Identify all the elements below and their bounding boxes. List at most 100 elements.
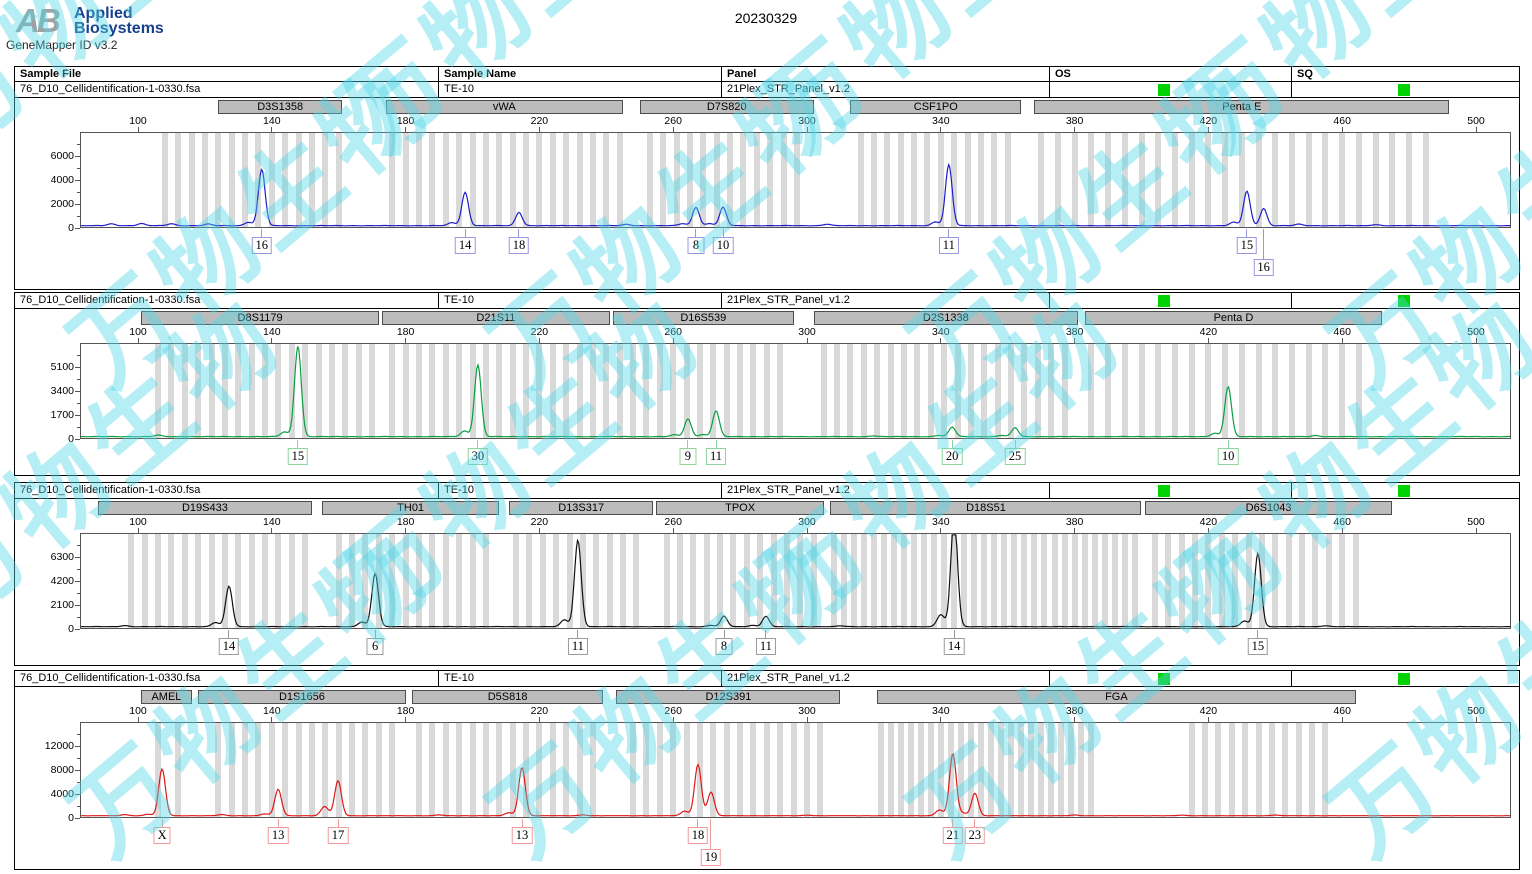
bin-bar	[730, 534, 737, 628]
sample-file-value: 76_D10_Cellidentification-1-0330.fsa	[20, 294, 201, 306]
column-header-sample-name: Sample Name	[438, 67, 721, 81]
bin-bar	[329, 344, 335, 438]
bin-bar	[921, 534, 928, 628]
bin-bar	[208, 344, 215, 438]
bin-bar	[215, 133, 222, 227]
marker-box-D2S1338: D2S1338	[813, 311, 1078, 325]
allele-connector	[710, 819, 712, 849]
bin-bar	[549, 344, 556, 438]
x-tick-label: 260	[664, 516, 682, 528]
bin-bar	[1061, 534, 1068, 628]
bin-bar	[927, 723, 934, 817]
bin-bar	[763, 723, 770, 817]
bin-bar	[295, 133, 302, 227]
sample-file-value: 76_D10_Cellidentification-1-0330.fsa	[20, 672, 201, 684]
allele-label-11: 11	[755, 638, 776, 655]
trace-green	[81, 346, 1510, 438]
bin-bar	[1245, 534, 1252, 628]
bin-bar	[429, 723, 436, 817]
bin-bar	[579, 534, 586, 628]
bin-bar	[1171, 344, 1178, 438]
bin-bar	[630, 344, 637, 438]
sample-name-value: TE-10	[438, 82, 721, 97]
x-tick-label: 300	[798, 115, 816, 127]
bin-bar	[991, 133, 998, 227]
bin-bar	[362, 723, 369, 817]
bin-bar	[128, 534, 135, 628]
bin-bar	[221, 344, 228, 438]
bin-bar	[1205, 534, 1212, 628]
bin-bar	[442, 723, 449, 817]
bin-bar	[268, 133, 275, 227]
y-tick-major	[75, 605, 80, 606]
bin-bar	[737, 723, 744, 817]
y-tick-label: 5100	[50, 361, 74, 373]
bin-bar	[496, 723, 503, 817]
bin-bar	[302, 344, 309, 438]
bin-bar	[1078, 723, 1085, 817]
panel-blue: Sample File Sample Name Panel OS SQ 76_D10_Ce…	[14, 66, 1520, 290]
bin-bar	[1389, 133, 1396, 227]
y-tick-minor	[77, 144, 80, 145]
bin-bar	[1272, 133, 1279, 227]
bin-bar	[860, 534, 867, 628]
y-tick-minor	[77, 806, 80, 807]
y-tick-major	[75, 629, 80, 630]
bin-bar	[1238, 344, 1245, 438]
bin-bar	[308, 133, 315, 227]
bin-bar	[496, 133, 503, 227]
bin-bar	[526, 534, 533, 628]
os-cell	[1049, 293, 1291, 308]
marker-box-D5S818: D5S818	[412, 690, 603, 704]
allele-connector	[953, 630, 955, 638]
os-cell	[1049, 483, 1291, 498]
bin-bar	[834, 344, 841, 438]
x-tick-label: 140	[263, 115, 281, 127]
x-tick-label: 180	[396, 115, 415, 127]
allele-connector	[695, 229, 697, 237]
bin-bar	[456, 133, 463, 227]
marker-box-D12S391: D12S391	[616, 690, 841, 704]
x-tick-label: 220	[530, 705, 549, 717]
y-tick-minor	[77, 758, 80, 759]
x-tick-label: 180	[396, 326, 415, 338]
y-tick-label: 0	[68, 623, 74, 635]
sq-status-square	[1398, 295, 1410, 307]
bin-bar	[911, 133, 918, 227]
sq-status-square	[1398, 673, 1410, 685]
bin-bar	[141, 534, 148, 628]
bin-bar	[469, 534, 476, 628]
column-header-os: OS	[1049, 67, 1291, 81]
bin-bar	[656, 344, 663, 438]
bin-bar	[937, 723, 944, 817]
os-status-square	[1158, 673, 1170, 685]
bin-bar	[616, 344, 623, 438]
bin-bar	[1001, 534, 1008, 628]
bin-bar	[1038, 133, 1045, 227]
y-tick-major	[75, 818, 80, 819]
bin-bar	[1202, 723, 1209, 817]
bin-bar	[1121, 133, 1128, 227]
bin-bar	[315, 344, 322, 438]
y-tick-label: 1700	[50, 409, 74, 421]
y-tick-minor	[77, 216, 80, 217]
bin-bar	[1325, 534, 1332, 628]
bin-bar	[1242, 723, 1249, 817]
bin-bar	[523, 344, 530, 438]
bin-bar	[1372, 133, 1379, 227]
panel-green: 76_D10_Cellidentification-1-0330.fsa TE-1…	[14, 292, 1520, 476]
y-tick-label: 8000	[50, 764, 74, 776]
bin-bar	[155, 534, 162, 628]
bin-bar	[1238, 133, 1245, 227]
x-tick-label: 340	[932, 705, 950, 717]
allele-label-11: 11	[705, 448, 727, 465]
bin-bar	[1051, 534, 1058, 628]
y-tick-minor	[77, 569, 80, 570]
bin-bar	[1312, 534, 1319, 628]
bin-bar	[255, 723, 262, 817]
sq-status-square	[1398, 485, 1410, 497]
marker-box-CSF1PO: CSF1PO	[850, 100, 1022, 114]
sq-cell	[1291, 293, 1519, 308]
bin-bar	[1215, 723, 1222, 817]
bin-bar	[663, 534, 670, 628]
